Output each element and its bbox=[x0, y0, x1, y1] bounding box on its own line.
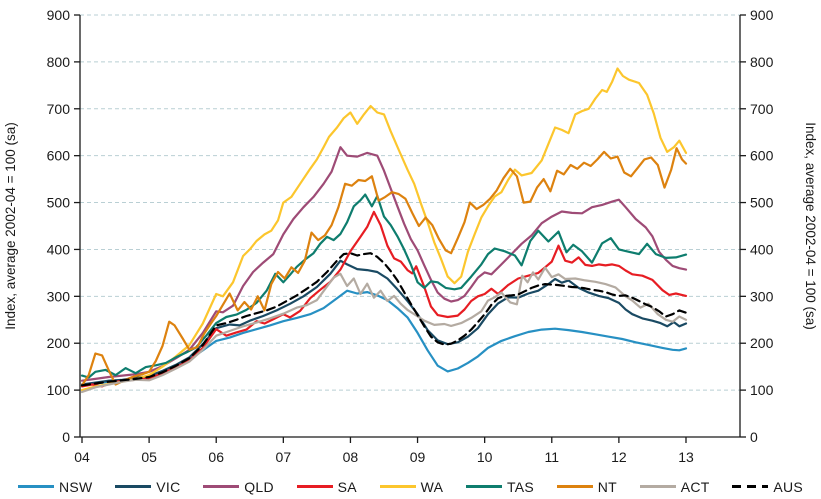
y-tick-label-right: 900 bbox=[750, 7, 774, 23]
y-tick-label-right: 200 bbox=[750, 335, 774, 351]
x-tick-label: 06 bbox=[208, 449, 224, 465]
series-lines bbox=[80, 67, 688, 394]
x-tick-label: 07 bbox=[276, 449, 292, 465]
series-line-QLD bbox=[80, 146, 688, 382]
legend-swatch-NT bbox=[556, 485, 593, 488]
legend-label-NSW: NSW bbox=[59, 478, 93, 495]
tick-labels: 0 0 100 100 200 200 300 300 400 400 500 500 600 600 70… bbox=[47, 7, 774, 465]
y-tick-label-right: 800 bbox=[750, 54, 774, 70]
legend-label-TAS: TAS bbox=[506, 478, 535, 495]
legend-swatch-VIC bbox=[115, 485, 152, 488]
x-tick-label: 08 bbox=[343, 449, 359, 465]
legend-swatch-QLD bbox=[203, 485, 240, 488]
x-tick-label: 09 bbox=[410, 449, 426, 465]
y-tick-label-left: 0 bbox=[62, 429, 70, 445]
y-tick-label-left: 400 bbox=[47, 241, 71, 257]
legend-label-ACT: ACT bbox=[680, 478, 710, 495]
x-tick-label: 11 bbox=[544, 449, 559, 465]
plot-area: 0 0 100 100 200 200 300 300 400 400 500 500 600 600 70… bbox=[3, 7, 818, 465]
series-line-NT bbox=[80, 147, 688, 387]
legend-swatch-AUS bbox=[732, 485, 769, 488]
line-chart: 0 0 100 100 200 200 300 300 400 400 500 500 600 600 70… bbox=[3, 7, 818, 465]
legend-label-SA: SA bbox=[337, 478, 357, 495]
y-tick-label-left: 100 bbox=[47, 382, 71, 398]
y-tick-label-left: 900 bbox=[47, 7, 71, 23]
y-tick-label-left: 700 bbox=[47, 101, 71, 117]
y-tick-label-right: 400 bbox=[750, 241, 774, 257]
legend-item-TAS: TAS bbox=[465, 478, 535, 495]
legend-item-WA: WA bbox=[379, 478, 444, 495]
y-tick-label-right: 600 bbox=[750, 148, 774, 164]
series-line-WA bbox=[80, 67, 688, 392]
series-line-VIC bbox=[80, 259, 688, 386]
y-axis-title-right: Index, average 2002-04 = 100 (sa) bbox=[803, 122, 818, 330]
series-line-TAS bbox=[80, 193, 688, 379]
axes bbox=[74, 14, 746, 443]
x-tick-label: 12 bbox=[611, 449, 627, 465]
y-tick-label-left: 800 bbox=[47, 54, 71, 70]
legend-swatch-ACT bbox=[639, 485, 676, 488]
y-tick-label-right: 0 bbox=[750, 429, 758, 445]
legend-item-AUS: AUS bbox=[732, 479, 803, 495]
legend-item-ACT: ACT bbox=[639, 478, 710, 495]
legend-item-SA: SA bbox=[296, 478, 357, 495]
legend-swatch-WA bbox=[379, 485, 416, 488]
y-tick-label-right: 500 bbox=[750, 195, 774, 211]
y-tick-label-left: 200 bbox=[47, 335, 71, 351]
legend-label-NT: NT bbox=[597, 478, 617, 495]
x-tick-label: 05 bbox=[141, 449, 157, 465]
chart-legend: NSW VIC QLD SA WA TAS NT ACT AUS bbox=[0, 474, 821, 499]
x-tick-label: 10 bbox=[477, 449, 493, 465]
legend-label-VIC: VIC bbox=[156, 478, 181, 495]
y-tick-label-left: 300 bbox=[47, 288, 71, 304]
legend-label-QLD: QLD bbox=[244, 478, 274, 495]
series-line-ACT bbox=[80, 266, 688, 394]
y-tick-label-right: 300 bbox=[750, 288, 774, 304]
y-tick-label-right: 700 bbox=[750, 101, 774, 117]
legend-label-WA: WA bbox=[420, 478, 444, 495]
y-tick-label-left: 600 bbox=[47, 148, 71, 164]
y-tick-label-right: 100 bbox=[750, 382, 774, 398]
legend-item-NSW: NSW bbox=[18, 479, 93, 495]
y-axis-title-left: Index, average 2002-04 = 100 (sa) bbox=[3, 122, 18, 330]
legend-label-AUS: AUS bbox=[773, 478, 803, 495]
legend-swatch-SA bbox=[296, 485, 333, 488]
legend-item-NT: NT bbox=[556, 478, 617, 495]
legend-item-QLD: QLD bbox=[203, 479, 274, 495]
legend-item-VIC: VIC bbox=[115, 479, 180, 495]
gridlines bbox=[80, 14, 740, 391]
legend-swatch-TAS bbox=[465, 485, 502, 488]
y-tick-label-left: 500 bbox=[47, 195, 71, 211]
series-line-AUS bbox=[80, 252, 688, 387]
x-tick-label: 13 bbox=[678, 449, 694, 465]
legend-swatch-NSW bbox=[18, 485, 54, 488]
x-tick-label: 04 bbox=[74, 449, 90, 465]
